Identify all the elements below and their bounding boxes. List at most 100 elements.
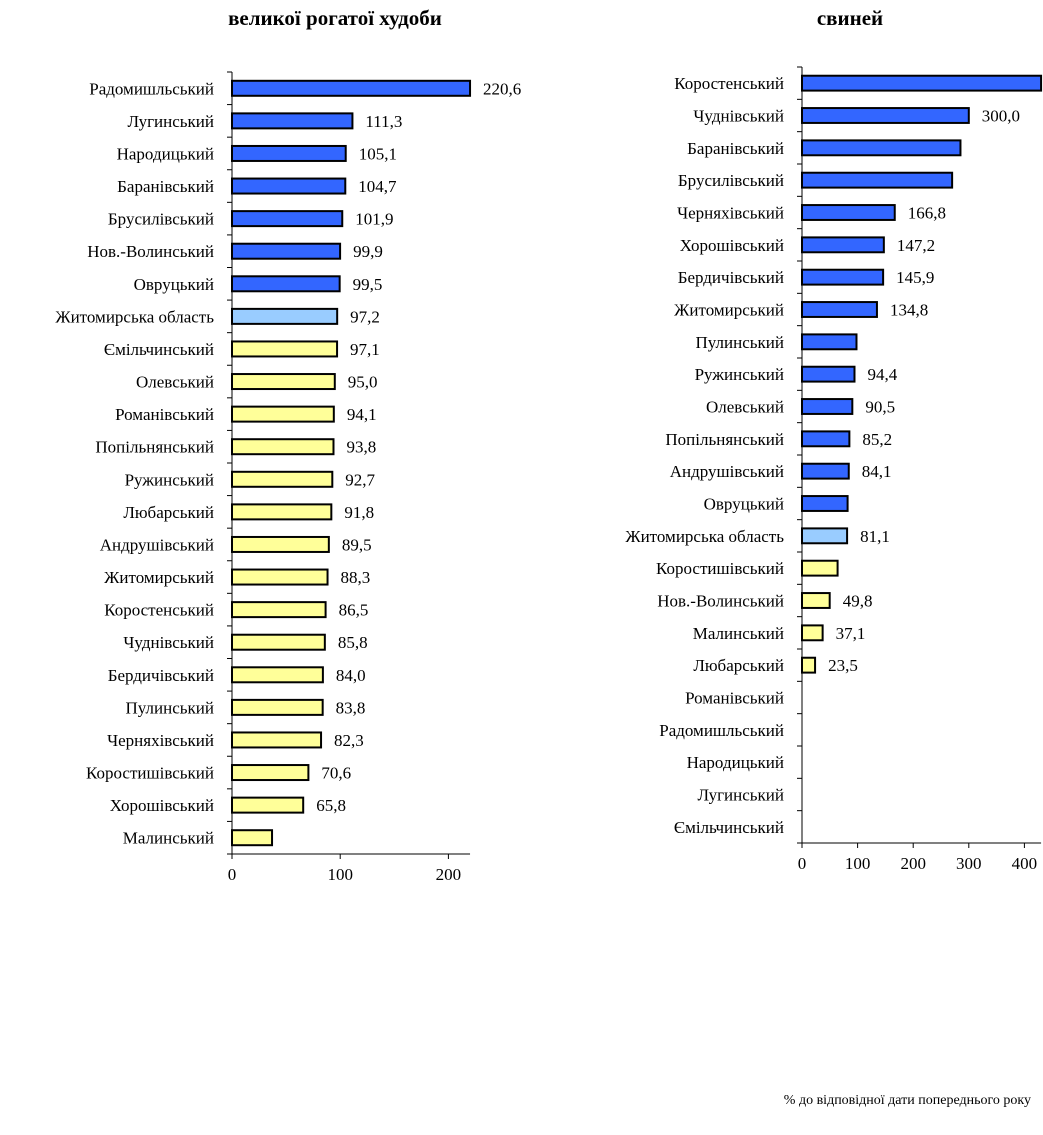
pigs-bar (801, 624, 824, 642)
cattle-value-label: 84,0 (336, 666, 366, 685)
chart-title-pigs: свиней (816, 6, 884, 30)
pigs-category-label: Радомишльський (659, 721, 784, 740)
pigs-value-label: 23,5 (828, 656, 858, 675)
pigs-x-tick-label: 300 (956, 854, 982, 873)
cattle-category-label: Лугинський (127, 112, 214, 131)
cattle-bar (231, 144, 347, 162)
pigs-value-label: 147,2 (897, 236, 935, 255)
cattle-bar (231, 275, 341, 293)
pigs-value-label: 145,9 (896, 268, 934, 287)
pigs-category-label: Черняхівський (677, 204, 784, 223)
cattle-bar (231, 633, 326, 651)
cattle-value-label: 101,9 (355, 210, 393, 229)
pigs-bar (801, 462, 850, 480)
pigs-category-label: Нов.-Волинський (657, 592, 784, 611)
cattle-category-label: Попільнянський (95, 438, 214, 457)
cattle-category-label: Коростенський (104, 601, 214, 620)
pigs-category-label: Житомирська область (625, 527, 784, 546)
cattle-bar (231, 242, 342, 260)
pigs-bar (801, 268, 885, 286)
cattle-x-tick-label: 0 (228, 865, 237, 884)
cattle-category-label: Житомирська область (55, 307, 214, 326)
cattle-category-label: Чуднівський (123, 633, 214, 652)
cattle-bar (231, 307, 339, 325)
pigs-category-label: Брусилівський (678, 171, 784, 190)
pigs-category-label: Овруцький (704, 495, 784, 514)
pigs-category-label: Бердичівський (678, 268, 784, 287)
cattle-value-label: 97,2 (350, 307, 380, 326)
cattle-value-label: 111,3 (365, 112, 402, 131)
pigs-category-label: Малинський (693, 624, 784, 643)
pigs-category-label: Лугинський (697, 786, 784, 805)
pigs-bar (801, 656, 817, 674)
cattle-value-label: 99,9 (353, 242, 383, 261)
pigs-bar (801, 236, 885, 254)
cattle-bar (231, 79, 472, 97)
pigs-bar (801, 559, 839, 577)
cattle-bar (231, 666, 324, 684)
cattle-value-label: 95,0 (348, 373, 378, 392)
cattle-bar (231, 731, 323, 749)
cattle-value-label: 94,1 (347, 405, 377, 424)
cattle-bar (231, 373, 336, 391)
cattle-category-label: Овруцький (134, 275, 214, 294)
cattle-bar (231, 438, 335, 456)
pigs-category-label: Романівський (685, 689, 784, 708)
pigs-value-label: 37,1 (836, 624, 866, 643)
cattle-value-label: 88,3 (341, 568, 371, 587)
cattle-category-label: Баранівський (117, 177, 214, 196)
cattle-category-label: Ємільчинський (104, 340, 214, 359)
pigs-bar (801, 171, 954, 189)
cattle-category-label: Олевський (136, 373, 214, 392)
pigs-x-tick-label: 0 (798, 854, 807, 873)
cattle-category-label: Брусилівський (108, 210, 214, 229)
cattle-category-label: Пулинський (126, 698, 214, 717)
cattle-bar (231, 340, 339, 358)
cattle-category-label: Хорошівський (110, 796, 214, 815)
pigs-value-label: 94,4 (867, 365, 897, 384)
cattle-bar (231, 535, 330, 553)
pigs-bar (801, 495, 849, 512)
footnote: % до відповідної дати попереднього року (783, 1093, 1031, 1108)
cattle-category-label: Радомишльський (89, 79, 214, 98)
pigs-category-label: Коростишівський (656, 559, 784, 578)
pigs-bar (801, 398, 854, 415)
pigs-value-label: 134,8 (890, 301, 928, 320)
cattle-value-label: 93,8 (346, 438, 376, 457)
cattle-category-label: Андрушівський (100, 535, 214, 554)
cattle-value-label: 99,5 (353, 275, 383, 294)
pigs-value-label: 85,2 (862, 430, 892, 449)
pigs-bar (801, 365, 856, 383)
cattle-bar (231, 764, 310, 782)
cattle-bar (231, 503, 333, 521)
cattle-bar (231, 829, 274, 847)
pigs-category-label: Ємільчинський (674, 818, 784, 837)
pigs-value-label: 81,1 (860, 527, 890, 546)
pigs-category-label: Пулинський (696, 333, 784, 352)
cattle-category-label: Бердичівський (108, 666, 214, 685)
cattle-category-label: Черняхівський (107, 731, 214, 750)
cattle-value-label: 70,6 (321, 764, 351, 783)
pigs-bar (801, 139, 962, 157)
pigs-bar (801, 592, 831, 609)
cattle-bar (231, 568, 329, 586)
cattle-category-label: Житомирський (104, 568, 214, 587)
cattle-bar (231, 601, 327, 619)
cattle-category-label: Народицький (117, 144, 214, 163)
pigs-bar (801, 430, 851, 448)
pigs-category-label: Андрушівський (670, 462, 784, 481)
pigs-bar (801, 74, 1043, 92)
pigs-value-label: 84,1 (862, 462, 892, 481)
cattle-x-tick-label: 200 (436, 865, 462, 884)
pigs-x-tick-label: 200 (900, 854, 926, 873)
cattle-bar (231, 210, 344, 228)
cattle-value-label: 83,8 (336, 698, 366, 717)
cattle-bar (231, 177, 347, 195)
cattle-value-label: 85,8 (338, 633, 368, 652)
cattle-value-label: 97,1 (350, 340, 380, 359)
pigs-category-label: Попільнянський (665, 430, 784, 449)
cattle-category-label: Малинський (123, 829, 214, 848)
cattle-bar (231, 470, 334, 488)
chart-title-cattle: великої рогатої худоби (228, 6, 442, 30)
cattle-value-label: 104,7 (358, 177, 397, 196)
